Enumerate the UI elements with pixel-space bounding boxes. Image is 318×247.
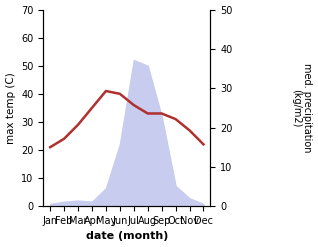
Y-axis label: med. precipitation
(kg/m2): med. precipitation (kg/m2) — [291, 63, 313, 153]
X-axis label: date (month): date (month) — [86, 231, 168, 242]
Y-axis label: max temp (C): max temp (C) — [5, 72, 16, 144]
